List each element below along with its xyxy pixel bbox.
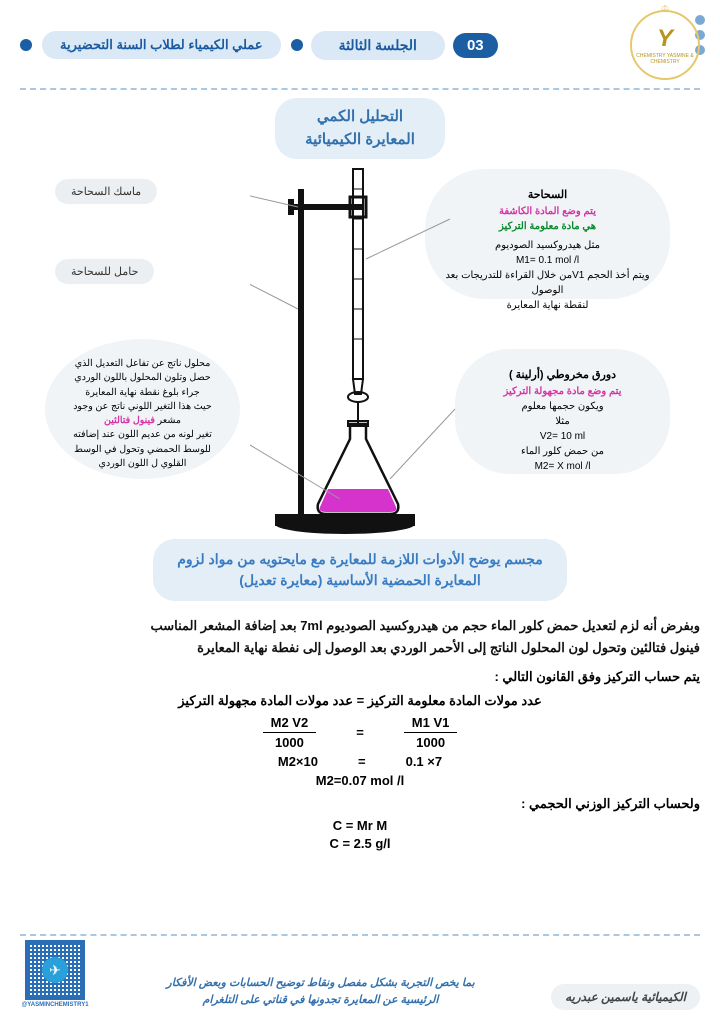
diagram-area: السحاحة يتم وضع المادة الكاشفة هي مادة م…	[20, 169, 700, 539]
indicator-description: محلول ناتج عن تفاعل التعديل الذي حصل وتل…	[45, 339, 240, 479]
flask-pink: يتم وضع مادة مجهولة التركيز	[467, 384, 658, 399]
page-footer: الكيميائية ياسمين عبدريه بما يخص التجربة…	[20, 930, 700, 1010]
problem-text: وبفرض أنه لزم لتعديل حمض كلور الماء حجم …	[20, 615, 700, 659]
burette-l4: لنقطة نهاية المعايرة	[437, 298, 658, 313]
burette-l1: مثل هيدروكسيد الصوديوم	[437, 238, 658, 253]
weight-conc-title: ولحساب التركيز الوزني الحجمي :	[20, 796, 700, 812]
eq-c1: C = Mr M	[20, 818, 700, 833]
problem-p2: فينول فتالئين وتحول لون المحلول الناتج إ…	[20, 637, 700, 659]
ind-l5: مشعر فينول فتالئين	[57, 414, 228, 428]
session-label: الجلسة الثالثة	[311, 31, 445, 60]
telegram-handle: @YASMINCHEMISTRY1	[21, 1002, 88, 1008]
equations: عدد مولات المادة معلومة التركيز = عدد مو…	[20, 693, 700, 851]
author-name: الكيميائية ياسمين عبدريه	[551, 984, 700, 1010]
ind-l4: حيث هذا التغير اللوني ناتج عن وجود	[57, 400, 228, 414]
ind-l7: للوسط الحمضي وتحول في الوسط	[57, 443, 228, 457]
diagram-caption: مجسم يوضح الأدوات اللازمة للمعايرة مع ما…	[153, 539, 567, 601]
telegram-icon: ✈	[42, 957, 68, 983]
burette-title: السحاحة	[437, 187, 658, 204]
ind-l3: جراء بلوغ نقطة نهاية المعايرة	[57, 386, 228, 400]
footer-note: بما يخص التجربة بشكل مفصل ونقاط توضيح ال…	[102, 975, 539, 1010]
eq-result: M2=0.07 mol /l	[20, 773, 700, 788]
qr-code: ✈ @YASMINCHEMISTRY1	[20, 940, 90, 1010]
caption-l1: مجسم يوضح الأدوات اللازمة للمعايرة مع ما…	[177, 549, 543, 570]
eq-fractions: M2 V21000 = M1 V11000	[20, 715, 700, 750]
ind-l6: تغير لونه من عديم اللون عند إضافته	[57, 428, 228, 442]
burette-l2: M1= 0.1 mol /l	[437, 253, 658, 268]
stand-label: حامل للسحاحة	[55, 259, 154, 284]
flask-l5: M2= X mol /l	[467, 459, 658, 474]
law-title: يتم حساب التركيز وفق القانون التالي :	[20, 669, 700, 685]
problem-p1: وبفرض أنه لزم لتعديل حمض كلور الماء حجم …	[20, 615, 700, 637]
topic-line2: المعايرة الكيميائية	[305, 129, 415, 152]
logo-letter: Y	[657, 25, 673, 53]
logo: ♔ Y CHEMISTRY YASMINE & CHEMISTRY	[630, 10, 700, 80]
flask-l1: ويكون حجمها معلوم	[467, 399, 658, 414]
divider	[20, 88, 700, 90]
flask-description: دورق مخروطي (أرلينة ) يتم وضع مادة مجهول…	[455, 349, 670, 474]
flask-title: دورق مخروطي (أرلينة )	[467, 367, 658, 384]
ind-l2: حصل وتلون المحلول باللون الوردي	[57, 371, 228, 385]
topic-line1: التحليل الكمي	[305, 106, 415, 129]
main-title: عملي الكيمياء لطلاب السنة التحضيرية	[42, 31, 281, 59]
caption-l2: المعايرة الحمضية الأساسية (معايرة تعديل)	[177, 570, 543, 591]
clamp-label: ماسك السحاحة	[55, 179, 157, 204]
dot-icon	[291, 39, 303, 51]
eq-c2: C = 2.5 g/l	[20, 836, 700, 851]
flask-l3: V2= 10 ml	[467, 429, 658, 444]
burette-l3: ويتم أخذ الحجم V1من خلال القراءة للتدريج…	[437, 268, 658, 298]
dot-icon	[20, 39, 32, 51]
session-number: 03	[453, 33, 498, 58]
flask-l4: من حمض كلور الماء	[467, 444, 658, 459]
ind-l1: محلول ناتج عن تفاعل التعديل الذي	[57, 357, 228, 371]
divider	[20, 934, 700, 936]
eq-substitution: M2×10 = 0.1 ×7	[20, 754, 700, 769]
burette-green: هي مادة معلومة التركيز	[437, 219, 658, 234]
eq-words: عدد مولات المادة معلومة التركيز = عدد مو…	[20, 693, 700, 709]
ind-l8: القلوي ل اللون الوردي	[57, 457, 228, 471]
flask-l2: مثلا	[467, 414, 658, 429]
page-header: ♔ Y CHEMISTRY YASMINE & CHEMISTRY 03 الج…	[20, 10, 700, 80]
logo-subtitle: CHEMISTRY YASMINE & CHEMISTRY	[632, 53, 698, 65]
titration-apparatus-diagram	[250, 159, 470, 544]
topic-title: التحليل الكمي المعايرة الكيميائية	[275, 98, 445, 159]
burette-pink: يتم وضع المادة الكاشفة	[437, 204, 658, 219]
